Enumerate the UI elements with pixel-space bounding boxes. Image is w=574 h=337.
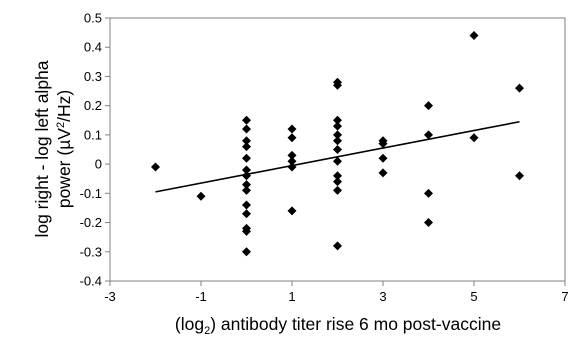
y-tick-label: -0.2	[80, 215, 102, 230]
data-point	[333, 241, 342, 251]
x-axis-title-post: ) antibody titer rise 6 mo post-vaccine	[210, 314, 501, 334]
y-axis-title-line2-sup: 2	[55, 122, 67, 128]
x-tick-label: 7	[561, 289, 568, 304]
data-point	[378, 153, 388, 163]
y-axis-title-line2-pre: power (µV	[54, 128, 74, 208]
data-point	[242, 209, 251, 219]
data-point	[242, 226, 251, 236]
x-axis-title: (log2) antibody titer rise 6 mo post-vac…	[175, 314, 501, 337]
y-tick-label: 0.1	[84, 127, 102, 142]
plot-area	[109, 17, 566, 282]
y-tick-label: -0.1	[80, 186, 102, 201]
data-point	[333, 156, 342, 166]
y-axis-ticks: -0.4 -0.3 -0.2 -0.1 0 0.1 0.2 0.3 0.4 0.5	[80, 11, 110, 289]
data-point	[242, 153, 251, 163]
data-point	[151, 162, 160, 172]
data-point	[424, 130, 433, 140]
data-point	[287, 162, 297, 172]
y-axis-title-line1: log right - log left alpha	[32, 60, 52, 237]
data-point	[424, 101, 433, 111]
data-point	[333, 185, 342, 195]
data-point	[242, 180, 251, 190]
y-tick-label: 0.4	[84, 40, 102, 55]
data-point	[287, 156, 297, 166]
data-point	[333, 177, 342, 187]
data-point	[333, 80, 342, 90]
data-point	[333, 145, 342, 154]
data-point	[242, 142, 251, 152]
y-tick-label: 0.2	[84, 98, 102, 113]
x-tick-label: 3	[379, 289, 386, 304]
x-axis-title-sub: 2	[204, 325, 210, 337]
y-tick-label: 0	[95, 157, 102, 172]
data-point	[333, 136, 342, 146]
x-axis-ticks: -3 -1 1 3 5 7	[104, 281, 569, 304]
data-point	[378, 168, 388, 178]
data-point	[242, 171, 251, 181]
data-point	[424, 188, 433, 198]
x-tick-label: 5	[470, 289, 477, 304]
data-point	[424, 218, 433, 228]
data-point	[242, 115, 251, 125]
data-points	[151, 31, 524, 257]
data-point	[515, 171, 524, 181]
data-point	[242, 165, 251, 175]
data-point	[196, 191, 206, 201]
data-point	[378, 139, 388, 149]
y-tick-label: -0.4	[80, 274, 102, 289]
x-tick-label: -3	[104, 289, 116, 304]
data-point	[287, 206, 297, 216]
data-point	[333, 121, 342, 131]
data-point	[242, 185, 251, 195]
y-axis-title-line2: power (µV2/Hz)	[54, 90, 74, 208]
y-tick-label: 0.5	[84, 11, 102, 26]
x-tick-label: -1	[195, 289, 207, 304]
data-point	[333, 115, 342, 125]
x-axis-title-pre: (log	[175, 314, 204, 334]
y-tick-label: -0.3	[80, 244, 102, 259]
data-point	[333, 171, 342, 181]
data-point	[242, 136, 251, 146]
data-point	[469, 31, 479, 41]
data-point	[333, 130, 342, 140]
data-point	[469, 133, 479, 143]
data-point	[287, 133, 297, 143]
x-tick-label: 1	[288, 289, 295, 304]
y-tick-label: 0.3	[84, 69, 102, 84]
data-point	[287, 124, 297, 134]
data-point	[287, 150, 297, 160]
data-point	[242, 124, 251, 134]
data-point	[515, 83, 524, 93]
y-axis-title-line2-post: /Hz)	[54, 90, 74, 122]
data-point	[242, 200, 251, 210]
data-point	[242, 247, 251, 257]
